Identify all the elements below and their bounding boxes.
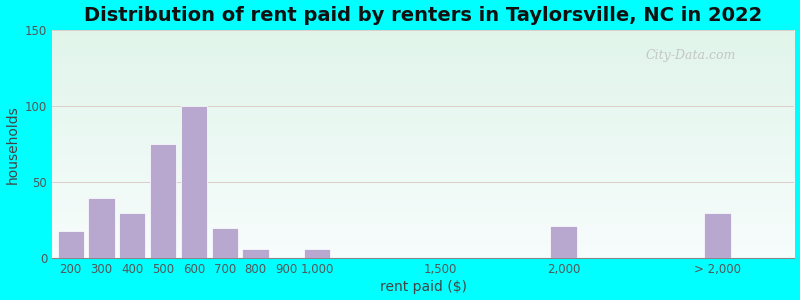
- Bar: [242, 249, 269, 258]
- Bar: [119, 213, 146, 258]
- Bar: [181, 106, 207, 258]
- Bar: [704, 213, 730, 258]
- Y-axis label: households: households: [6, 105, 19, 184]
- X-axis label: rent paid ($): rent paid ($): [380, 280, 467, 294]
- Bar: [89, 198, 114, 258]
- Text: City-Data.com: City-Data.com: [646, 49, 736, 62]
- Bar: [304, 249, 330, 258]
- Bar: [550, 226, 577, 258]
- Bar: [58, 231, 84, 258]
- Title: Distribution of rent paid by renters in Taylorsville, NC in 2022: Distribution of rent paid by renters in …: [84, 6, 762, 25]
- Bar: [211, 228, 238, 258]
- Bar: [150, 144, 176, 258]
